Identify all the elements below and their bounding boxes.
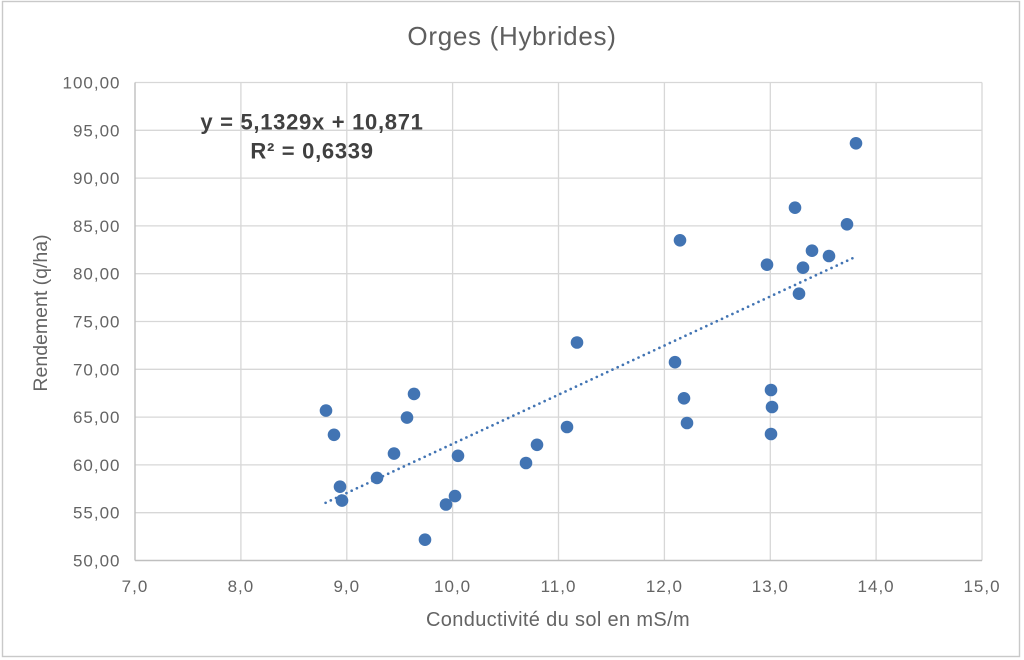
svg-text:60,00: 60,00 [73, 456, 121, 475]
svg-text:80,00: 80,00 [73, 265, 121, 284]
svg-text:90,00: 90,00 [73, 169, 121, 188]
svg-text:Orges (Hybrides): Orges (Hybrides) [407, 21, 616, 51]
svg-text:15,0: 15,0 [963, 577, 1000, 596]
svg-text:85,00: 85,00 [73, 217, 121, 236]
svg-text:9,0: 9,0 [333, 577, 360, 596]
svg-text:y = 5,1329x + 10,871: y = 5,1329x + 10,871 [200, 110, 423, 135]
svg-text:100,00: 100,00 [63, 74, 121, 93]
svg-text:55,00: 55,00 [73, 504, 121, 523]
svg-text:14,0: 14,0 [858, 577, 895, 596]
svg-text:13,0: 13,0 [752, 577, 789, 596]
svg-text:65,00: 65,00 [73, 408, 121, 427]
svg-text:10,0: 10,0 [434, 577, 471, 596]
svg-text:95,00: 95,00 [73, 121, 121, 140]
svg-text:Conductivité du sol en mS/m: Conductivité du sol en mS/m [426, 609, 690, 631]
svg-text:R² = 0,6339: R² = 0,6339 [250, 139, 373, 164]
svg-text:12,0: 12,0 [646, 577, 683, 596]
svg-text:75,00: 75,00 [73, 313, 121, 332]
svg-text:8,0: 8,0 [228, 577, 255, 596]
svg-text:70,00: 70,00 [73, 360, 121, 379]
svg-text:Rendement (q/ha): Rendement (q/ha) [30, 234, 52, 391]
svg-text:7,0: 7,0 [122, 577, 149, 596]
svg-text:11,0: 11,0 [541, 577, 577, 596]
svg-text:50,00: 50,00 [73, 552, 121, 571]
